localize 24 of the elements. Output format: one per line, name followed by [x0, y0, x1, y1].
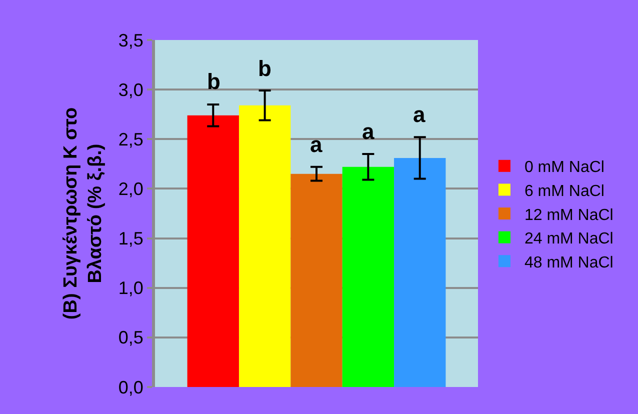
bar — [187, 115, 239, 387]
bar — [394, 158, 446, 387]
y-tick-label: 3,5 — [118, 30, 144, 50]
y-axis-title: (Β) Συγκέντρωση Κ στο Βλαστό (% ξ.β.) — [60, 107, 106, 320]
y-tick-label: 2,5 — [118, 129, 144, 150]
bar — [342, 166, 394, 387]
legend-label: 12 mM NaCl — [524, 206, 614, 224]
annotation: a — [362, 119, 375, 144]
y-tick-label: 2,0 — [118, 179, 144, 200]
bar — [238, 105, 291, 387]
bar — [290, 174, 342, 387]
legend-label: 24 mM NaCl — [524, 230, 614, 248]
legend-label: 0 mM NaCl — [524, 159, 604, 176]
annotation: b — [207, 69, 220, 94]
legend-label: 6 mM NaCl — [524, 182, 604, 200]
y-tick-label: 0,5 — [118, 328, 144, 348]
annotation: b — [258, 56, 272, 81]
y-tick-label: 3,0 — [118, 80, 144, 100]
annotation: a — [413, 102, 426, 127]
y-tick-label: 1,5 — [118, 228, 144, 249]
y-tick-label: 0,0 — [118, 377, 144, 398]
legend-label: 48 mM NaCl — [524, 254, 614, 272]
y-tick-label: 1,0 — [118, 278, 144, 298]
annotation: a — [310, 132, 323, 157]
